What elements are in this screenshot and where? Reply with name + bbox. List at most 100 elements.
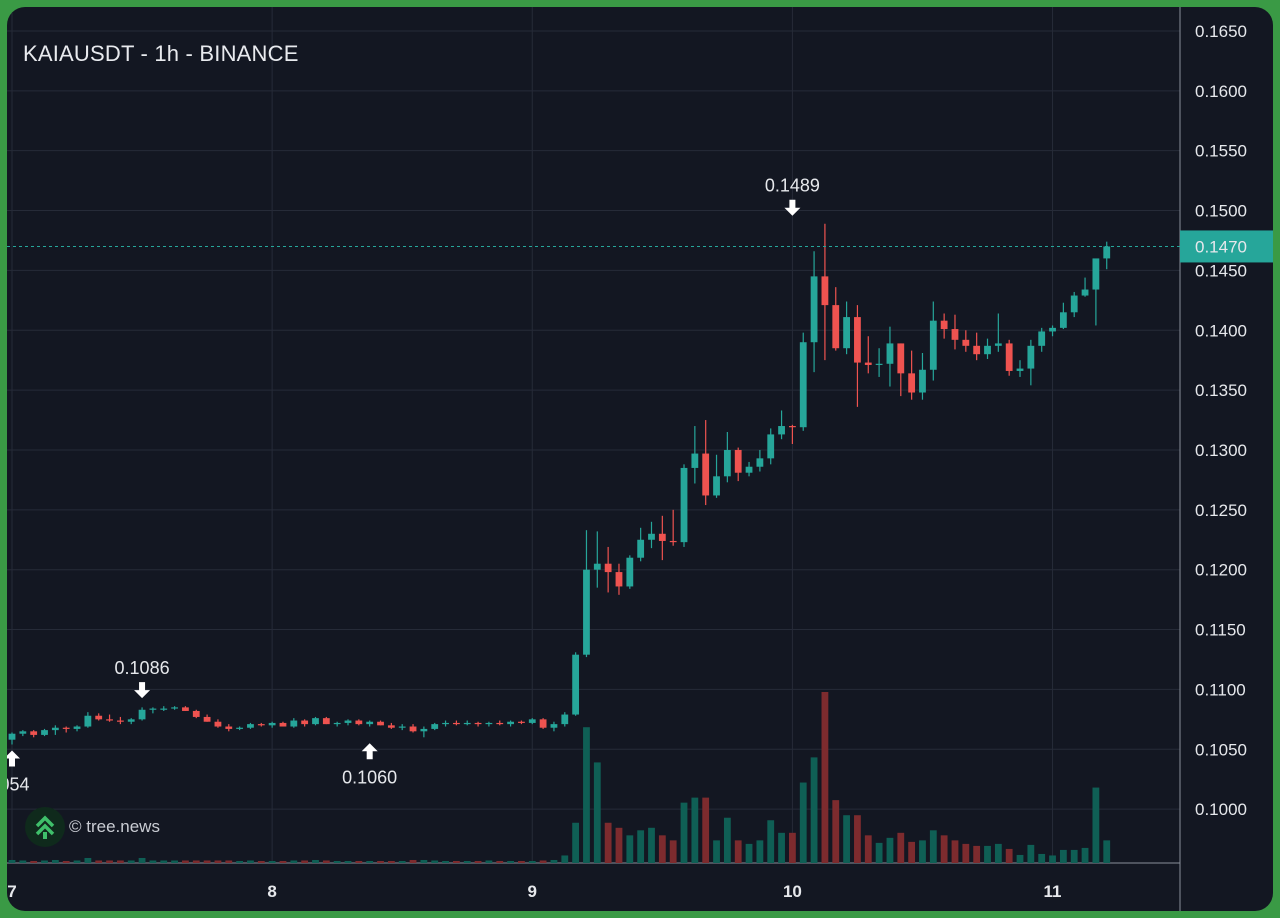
candle-body[interactable] [344,720,352,723]
candle-body[interactable] [908,373,916,393]
candle-body[interactable] [106,719,113,721]
candle-body[interactable] [214,721,222,727]
candle-body[interactable] [322,718,330,725]
candle-body[interactable] [648,533,655,540]
candle-body[interactable] [821,276,829,306]
candle-body[interactable] [420,728,428,732]
candle-body[interactable] [528,719,536,723]
candle-body[interactable] [51,727,59,731]
candle-body[interactable] [864,362,872,365]
candle-body[interactable] [333,722,341,725]
candle-body[interactable] [1016,368,1024,371]
candle-body[interactable] [301,720,309,725]
candle-body[interactable] [41,730,48,735]
candle-body[interactable] [377,721,384,726]
candle-body[interactable] [1103,246,1111,259]
candle-body[interactable] [702,453,710,496]
candle-body[interactable] [680,467,688,543]
candle-body[interactable] [507,721,514,725]
candle-body[interactable] [799,342,807,428]
candle-body[interactable] [1049,327,1056,332]
candle-body[interactable] [1070,295,1078,313]
candle-body[interactable] [474,722,482,725]
candle-body[interactable] [539,719,547,728]
candle-body[interactable] [550,724,558,728]
candle-body[interactable] [236,727,244,729]
candle-body[interactable] [463,722,471,725]
candle-body[interactable] [192,710,200,717]
candle-body[interactable] [691,453,699,468]
candle-body[interactable] [1038,331,1046,346]
candle-body[interactable] [149,708,157,710]
candle-body[interactable] [518,721,525,723]
candle-body[interactable] [355,720,363,725]
candle-body[interactable] [658,533,666,541]
candle-body[interactable] [257,724,265,726]
candle-body[interactable] [225,726,233,729]
candle-body[interactable] [767,434,775,459]
candle-body[interactable] [593,563,601,570]
candle-body[interactable] [669,540,677,543]
candle-body[interactable] [897,343,905,374]
candle-body[interactable] [30,731,38,735]
candle-body[interactable] [886,343,894,364]
candle-body[interactable] [778,426,785,435]
candle-body[interactable] [279,722,287,727]
candle-body[interactable] [1005,343,1013,371]
candle-body[interactable] [73,726,81,729]
candle-body[interactable] [312,718,319,725]
candle-body[interactable] [832,305,840,349]
candle-body[interactable] [583,569,590,655]
candle-body[interactable] [268,722,276,726]
candle-body[interactable] [810,276,818,343]
candle-body[interactable] [734,449,742,473]
candle-body[interactable] [182,707,189,711]
candle-body[interactable] [95,715,103,720]
candle-body[interactable] [398,726,406,728]
candle-body[interactable] [973,345,981,355]
candle-body[interactable] [745,466,753,473]
candle-body[interactable] [615,572,623,587]
candle-body[interactable] [496,722,504,725]
candle-body[interactable] [984,345,991,355]
candle-body[interactable] [1092,258,1100,290]
candle-body[interactable] [409,726,417,732]
candle-body[interactable] [604,563,612,573]
candle-body[interactable] [431,724,439,729]
candle-body[interactable] [929,320,937,370]
candle-body[interactable] [940,320,948,330]
candle-body[interactable] [442,722,449,725]
candlestick-chart[interactable]: 0.1470 0.1000 0.1050 0.1100 0.1150 0.1200 0.12… [7,7,1273,911]
candle-body[interactable] [203,716,211,722]
candle-body[interactable] [171,707,178,709]
candle-body[interactable] [843,317,850,349]
candle-body[interactable] [116,720,124,722]
candle-body[interactable] [919,369,926,393]
candle-body[interactable] [247,724,254,728]
candle-body[interactable] [854,317,861,363]
candle-body[interactable] [962,339,970,346]
candle-body[interactable] [789,426,796,428]
candle-body[interactable] [713,476,720,496]
candle-body[interactable] [62,727,70,729]
candle-body[interactable] [138,709,146,720]
candle-body[interactable] [387,725,395,728]
candle-body[interactable] [756,458,764,467]
candle-body[interactable] [452,722,460,725]
candle-body[interactable] [485,722,493,725]
candle-body[interactable] [19,731,27,734]
candle-body[interactable] [84,715,92,727]
candle-body[interactable] [160,708,168,710]
candle-body[interactable] [951,329,959,340]
candle-body[interactable] [723,449,731,477]
candle-body[interactable] [626,557,634,587]
candle-body[interactable] [572,654,580,715]
candle-body[interactable] [637,539,645,558]
candle-body[interactable] [290,720,298,727]
candle-body[interactable] [561,714,569,725]
candle-body[interactable] [875,363,883,365]
candle-body[interactable] [127,719,135,722]
candle-body[interactable] [1059,312,1067,328]
candle-body[interactable] [366,721,374,725]
candle-body[interactable] [1027,345,1035,369]
